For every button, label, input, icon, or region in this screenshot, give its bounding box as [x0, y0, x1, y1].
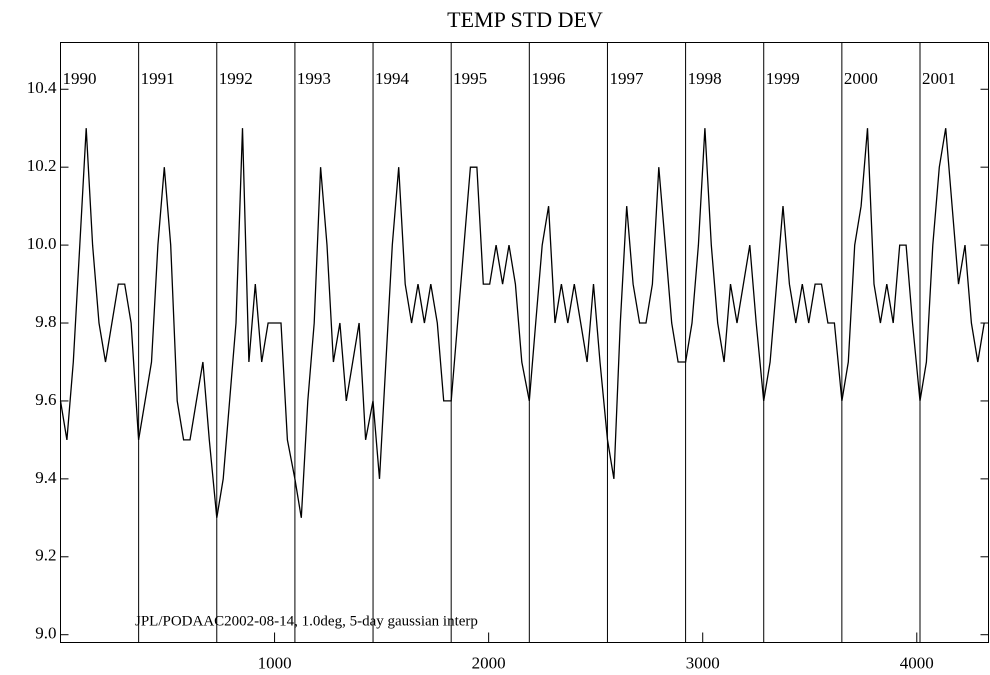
chart-title: TEMP STD DEV	[447, 7, 603, 32]
y-tick-label: 10.0	[27, 234, 57, 253]
year-label: 1990	[63, 69, 97, 88]
x-tick-label: 2000	[472, 653, 506, 672]
year-label: 1992	[219, 69, 253, 88]
year-label: 1996	[531, 69, 565, 88]
year-label: 1999	[766, 69, 800, 88]
year-label: 1994	[375, 69, 410, 88]
year-label: 1993	[297, 69, 331, 88]
y-tick-label: 9.6	[35, 390, 56, 409]
y-tick-label: 9.8	[35, 312, 56, 331]
annotation: JPL/PODAAC2002-08-14, 1.0deg, 5-day gaus…	[135, 613, 478, 629]
x-tick-label: 4000	[900, 653, 934, 672]
x-tick-label: 1000	[258, 653, 292, 672]
x-tick-label: 3000	[686, 653, 720, 672]
year-label: 1997	[609, 69, 644, 88]
y-tick-label: 10.2	[27, 156, 57, 175]
year-label: 2001	[922, 69, 956, 88]
y-tick-label: 10.4	[27, 78, 57, 97]
y-tick-label: 9.0	[35, 624, 56, 643]
data-line	[59, 128, 985, 518]
year-label: 1995	[453, 69, 487, 88]
plot-frame	[60, 42, 989, 643]
y-tick-label: 9.4	[35, 468, 57, 487]
year-label: 2000	[844, 69, 878, 88]
year-label: 1991	[141, 69, 175, 88]
y-tick-label: 9.2	[35, 546, 56, 565]
year-label: 1998	[688, 69, 722, 88]
